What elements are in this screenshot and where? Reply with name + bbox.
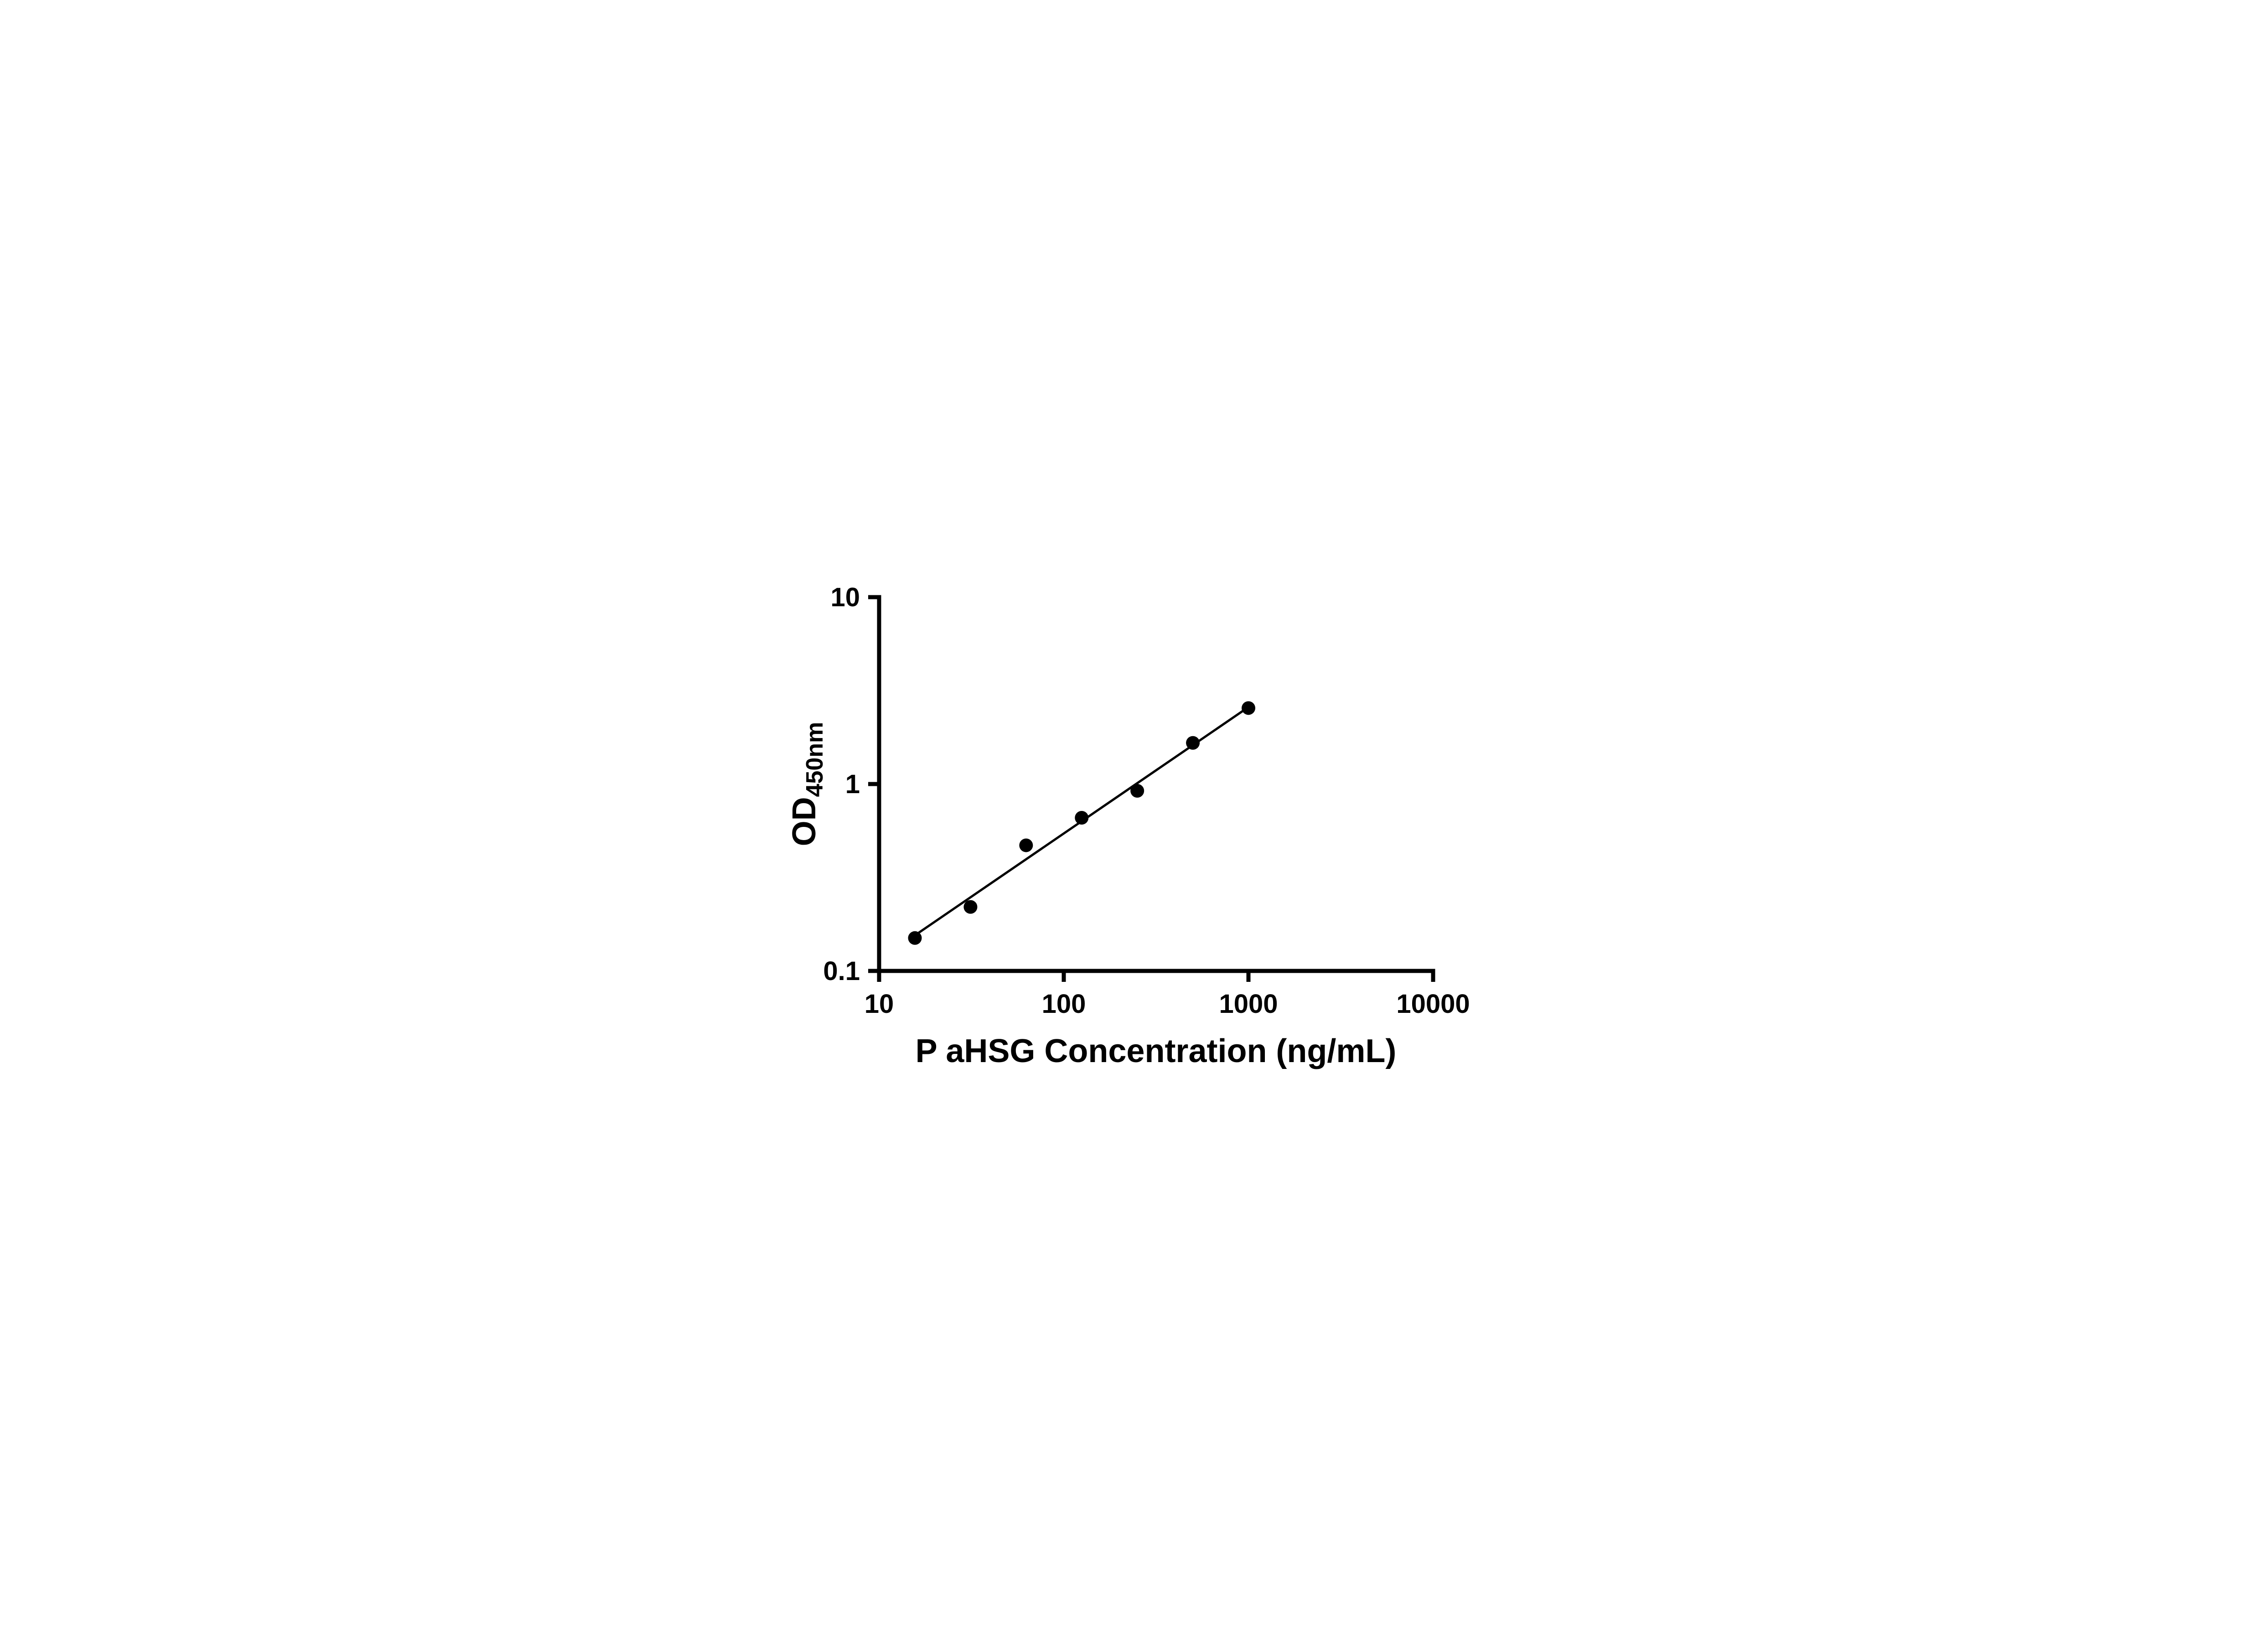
data-point [963, 900, 978, 914]
data-point [1075, 810, 1089, 825]
x-tick-label: 1000 [1219, 989, 1278, 1019]
y-axis-title: OD450nm [786, 722, 828, 846]
y-axis-title-subscript: 450nm [802, 722, 828, 797]
chart-svg: 10 100 1000 10000 0.1 1 10 P aHSG Concentratio… [786, 583, 1470, 1069]
x-axis-title: P aHSG Concentration (ng/mL) [916, 1033, 1397, 1069]
axis-lines [877, 595, 1435, 973]
y-tick-label: 1 [845, 769, 860, 799]
y-tick-label: 10 [830, 583, 860, 612]
x-tick-label: 100 [1042, 989, 1086, 1019]
data-point [1019, 838, 1033, 852]
data-point [1242, 701, 1255, 715]
y-tick-label: 0.1 [823, 956, 860, 986]
data-point [1130, 784, 1144, 798]
x-tick-label: 10000 [1396, 989, 1470, 1019]
elisa-standard-curve-figure: 10 100 1000 10000 0.1 1 10 P aHSG Concentratio… [756, 547, 1512, 1094]
x-tick-label: 10 [865, 989, 894, 1019]
plot-area: 10 100 1000 10000 0.1 1 10 [823, 583, 1470, 1019]
data-point [908, 931, 922, 945]
y-axis-title-main: OD [786, 797, 823, 846]
data-point [1186, 736, 1200, 750]
